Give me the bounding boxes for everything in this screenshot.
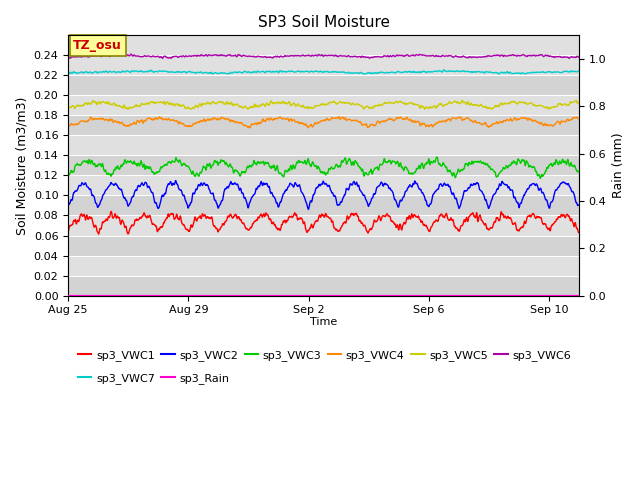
Y-axis label: Rain (mm): Rain (mm): [612, 132, 625, 198]
X-axis label: Time: Time: [310, 317, 337, 327]
Text: TZ_osu: TZ_osu: [73, 39, 122, 52]
Bar: [68, 195, 579, 216]
Bar: [68, 75, 579, 96]
Bar: [68, 236, 579, 255]
Bar: [68, 276, 579, 296]
Title: SP3 Soil Moisture: SP3 Soil Moisture: [257, 15, 390, 30]
Bar: [68, 156, 579, 176]
Bar: [68, 115, 579, 135]
Legend: sp3_VWC7, sp3_Rain: sp3_VWC7, sp3_Rain: [74, 369, 234, 389]
Y-axis label: Soil Moisture (m3/m3): Soil Moisture (m3/m3): [15, 96, 28, 235]
